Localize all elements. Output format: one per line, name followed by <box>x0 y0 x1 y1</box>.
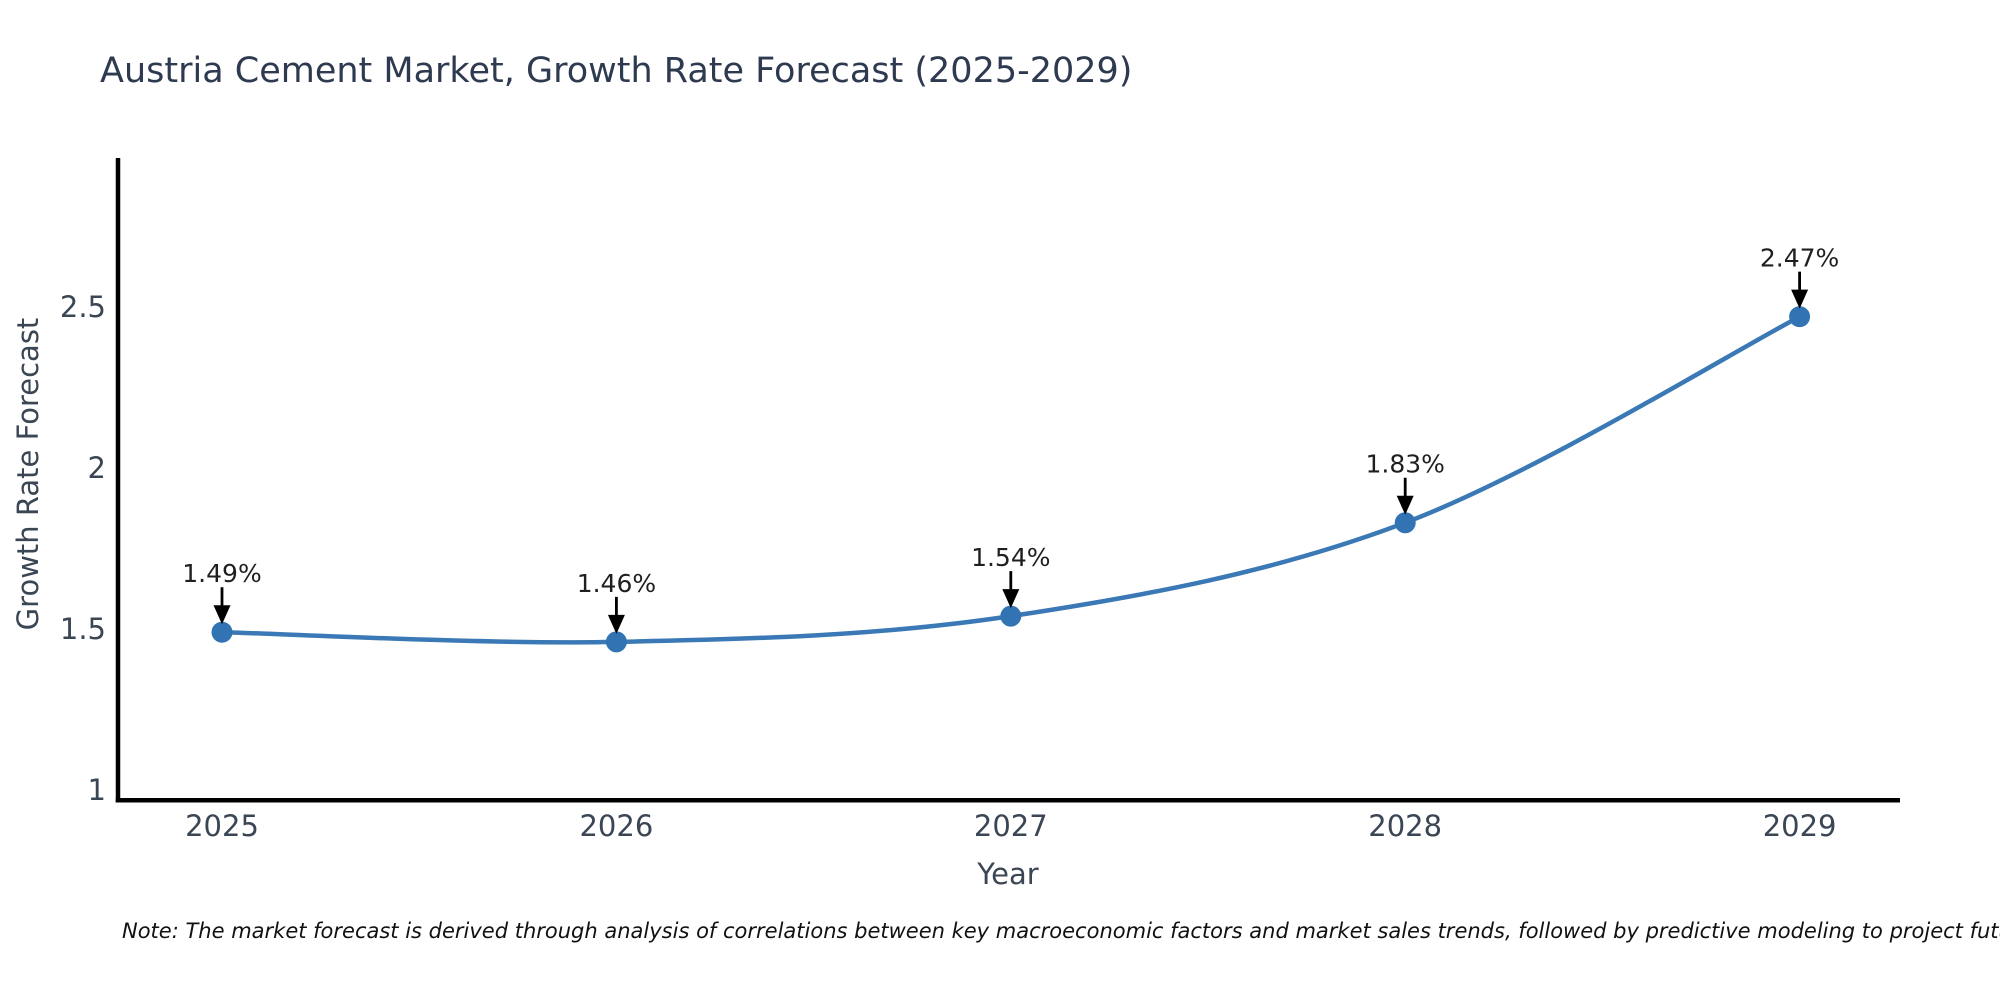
annotation-arrowhead-icon <box>1396 495 1414 515</box>
y-tick-label: 1.5 <box>60 612 106 646</box>
point-value-label: 1.46% <box>577 569 656 598</box>
x-tick-label: 2027 <box>974 809 1048 843</box>
annotation-arrowhead-icon <box>1791 289 1809 309</box>
x-tick-label: 2028 <box>1368 809 1442 843</box>
y-tick-label: 2.5 <box>60 290 106 324</box>
footnote: Note: The market forecast is derived thr… <box>122 919 2000 943</box>
data-point-marker <box>605 631 627 653</box>
chart-title: Austria Cement Market, Growth Rate Forec… <box>100 51 1132 91</box>
data-point-marker <box>1789 306 1811 328</box>
x-tick-label: 2026 <box>579 809 653 843</box>
data-markers <box>211 306 1811 653</box>
data-point-marker <box>1394 512 1416 534</box>
point-annotations: 1.49% 1.46% 1.54% 1.83% 2.47% <box>182 244 1839 634</box>
y-tick-label: 2 <box>88 451 106 485</box>
annotation-arrowhead-icon <box>607 614 625 634</box>
x-axis-title: Year <box>976 857 1038 891</box>
x-tick-label: 2029 <box>1763 809 1837 843</box>
point-value-label: 1.54% <box>971 543 1050 572</box>
data-point-marker <box>211 621 233 643</box>
x-tick-label: 2025 <box>185 809 259 843</box>
point-value-label: 1.83% <box>1365 450 1444 479</box>
point-value-label: 2.47% <box>1760 244 1839 273</box>
x-axis-ticks: 2025 2026 2027 2028 2029 <box>185 809 1836 843</box>
point-value-label: 1.49% <box>182 559 261 588</box>
annotation-arrowhead-icon <box>1002 589 1020 609</box>
annotation-arrowhead-icon <box>213 605 231 625</box>
y-axis-ticks: 1 1.5 2 2.5 <box>60 290 106 807</box>
y-tick-label: 1 <box>88 773 106 807</box>
data-point-marker <box>1000 605 1022 627</box>
y-axis-title: Growth Rate Forecast <box>11 318 45 631</box>
